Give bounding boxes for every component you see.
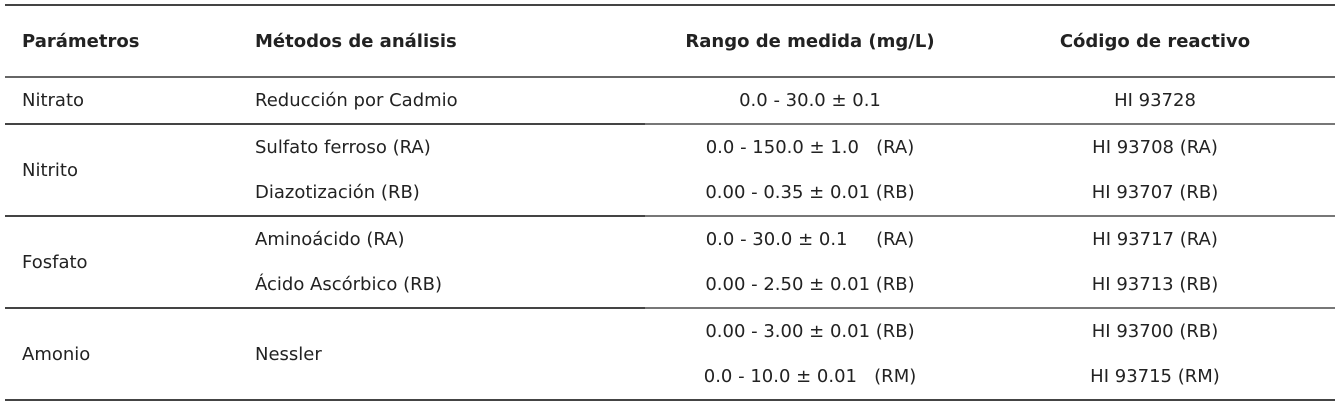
range-cell: 0.00 - 3.00 ± 0.01 (RB) — [645, 307, 975, 354]
table-header: Parámetros Métodos de análisis Rango de … — [5, 4, 1335, 78]
range-cell: 0.0 - 150.0 ± 1.0 (RA) — [645, 123, 975, 170]
range-cell: 0.00 - 2.50 ± 0.01 (RB) — [705, 274, 915, 295]
method-cell: Reducción por Cadmio — [255, 76, 645, 125]
code-cell: HI 93715 (RM) — [975, 354, 1335, 401]
header-cell: Métodos de análisis — [255, 4, 645, 78]
method-cell: Diazotización (RB) — [255, 170, 645, 217]
range-cell: 0.00 - 0.35 ± 0.01 (RB) — [705, 182, 915, 203]
parameter-cell: Amonio — [5, 307, 255, 401]
header-cell: Código de reactivo — [975, 4, 1335, 78]
table-row: Nitrato Reducción por Cadmio 0.0 - 30.0 ± … — [5, 76, 1335, 125]
table-row: Nitrito Sulfato ferroso (RA) 0.0 - 150.0 ±… — [5, 123, 1335, 217]
table-row: Fosfato Aminoácido (RA) 0.0 - 30.0 ± 0.1 (… — [5, 215, 1335, 309]
reagent-table: Parámetros Métodos de análisis Rango de … — [5, 4, 1335, 401]
parameter-cell: Nitrato — [5, 76, 255, 125]
code-cell: HI 93728 — [975, 76, 1335, 124]
table-row: 0.0 - 10.0 ± 0.01 (RM) HI 93715 (RM) — [5, 354, 1335, 401]
parameter-cell: Nitrito — [5, 123, 255, 217]
range-cell: 0.0 - 30.0 ± 0.1 (RA) — [645, 215, 975, 262]
table-body: Nitrato Reducción por Cadmio 0.0 - 30.0 ± … — [5, 76, 1335, 401]
header-cell: Rango de medida (mg/L) — [645, 4, 975, 78]
code-cell: HI 93713 (RB) — [1091, 274, 1219, 295]
code-cell: HI 93708 (RA) — [975, 123, 1335, 170]
code-cell: HI 93700 (RB) — [975, 307, 1335, 354]
header-cell: Parámetros — [5, 4, 255, 78]
method-cell: Ácido Ascórbico (RB) — [255, 262, 645, 309]
method-cell: Aminoácido (RA) — [255, 215, 645, 262]
method-cell: Nessler — [255, 307, 645, 401]
range-cell: 0.0 - 30.0 ± 0.1 — [645, 76, 975, 124]
table-row: Diazotización (RB) 0.00 - 0.35 ± 0.01 (RB… — [5, 170, 1335, 217]
code-cell: HI 93707 (RB) — [1091, 182, 1219, 203]
code-cell: HI 93717 (RA) — [975, 215, 1335, 262]
method-cell: Sulfato ferroso (RA) — [255, 123, 645, 170]
header-row: Parámetros Métodos de análisis Rango de … — [5, 4, 1335, 78]
table-row: Ácido Ascórbico (RB) 0.00 - 2.50 ± 0.01 (… — [5, 262, 1335, 309]
range-cell: 0.0 - 10.0 ± 0.01 (RM) — [645, 354, 975, 401]
parameter-cell: Fosfato — [5, 215, 255, 309]
table-row: Amonio Nessler 0.00 - 3.00 ± 0.01 (RB) HI 9… — [5, 307, 1335, 401]
